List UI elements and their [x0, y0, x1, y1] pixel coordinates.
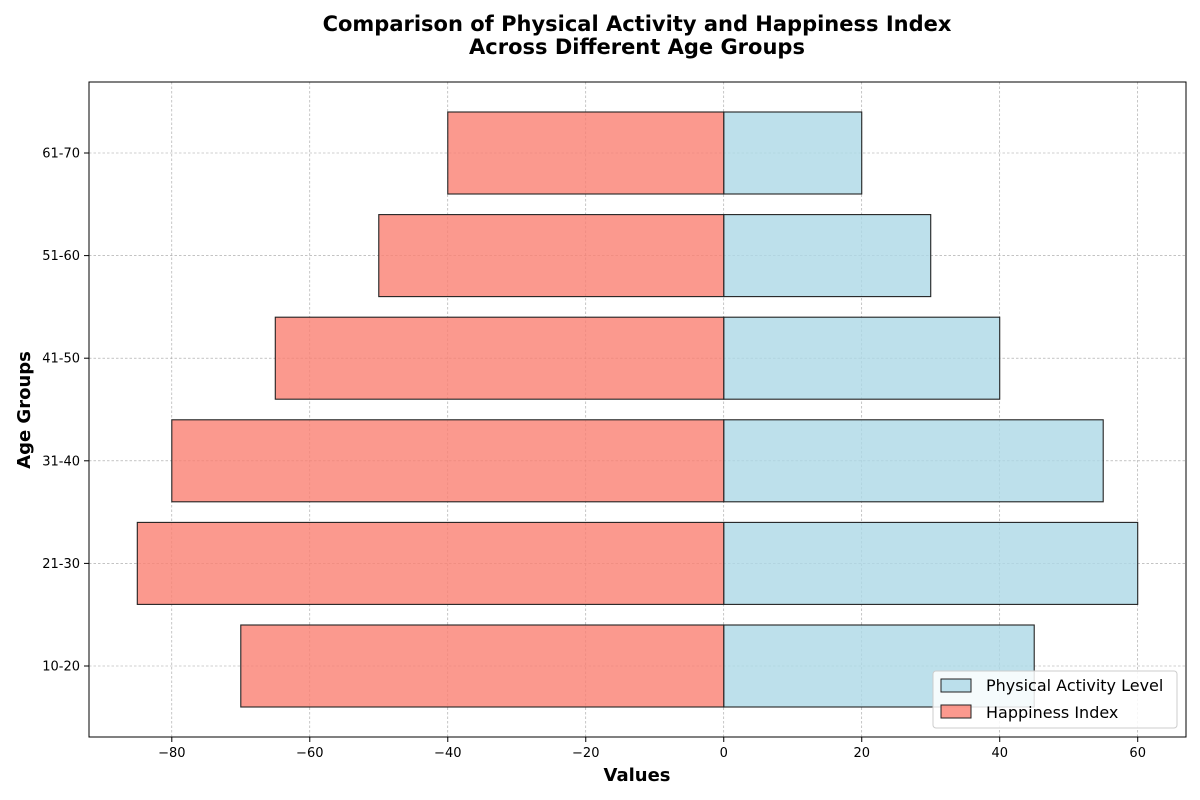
x-tick-label: 20 [853, 746, 870, 761]
x-axis-ticks: −80 −60 −40 −20 0 20 40 60 [158, 737, 1146, 761]
chart-title-line-2: Across Different Age Groups [469, 35, 805, 59]
x-tick-label: −40 [434, 746, 461, 761]
y-axis-label: Age Groups [14, 351, 35, 469]
bar-happiness-index [447, 111, 725, 195]
y-tick-label: 61-70 [42, 147, 80, 162]
x-tick-label: −80 [158, 746, 185, 761]
bar-physical-activity [723, 316, 1001, 400]
bar-physical-activity [723, 521, 1139, 605]
chart-title-line-1: Comparison of Physical Activity and Happ… [323, 12, 952, 36]
x-tick-label: 60 [1129, 746, 1146, 761]
legend-swatch-happiness-index [940, 704, 972, 719]
x-tick-label: −60 [296, 746, 323, 761]
legend-frame [932, 670, 1178, 729]
bar-happiness-index [240, 624, 725, 708]
bar-physical-activity [723, 214, 932, 298]
bar-happiness-index [378, 214, 725, 298]
bar-happiness-index [274, 316, 725, 400]
bar-physical-activity [723, 111, 863, 195]
y-tick-label: 10-20 [42, 660, 80, 675]
x-tick-label: 40 [991, 746, 1008, 761]
plot-frame [88, 81, 1187, 738]
y-tick-label: 31-40 [42, 454, 80, 469]
y-axis-ticks: 10-20 21-30 31-40 41-50 51-60 61-70 [42, 147, 89, 675]
x-tick-label: −20 [572, 746, 599, 761]
bar-physical-activity [723, 419, 1104, 503]
legend-label-physical-activity: Physical Activity Level [986, 676, 1163, 695]
legend: Physical Activity Level Happiness Index [932, 670, 1178, 729]
bar-happiness-index [136, 521, 725, 605]
bars [136, 111, 1139, 708]
y-tick-label: 41-50 [42, 352, 80, 367]
y-tick-label: 51-60 [42, 249, 80, 264]
legend-swatch-physical-activity [940, 678, 972, 693]
legend-label-happiness-index: Happiness Index [986, 703, 1118, 722]
x-tick-label: 0 [720, 746, 728, 761]
x-axis-label: Values [604, 765, 671, 786]
bar-happiness-index [171, 419, 725, 503]
y-tick-label: 21-30 [42, 557, 80, 572]
